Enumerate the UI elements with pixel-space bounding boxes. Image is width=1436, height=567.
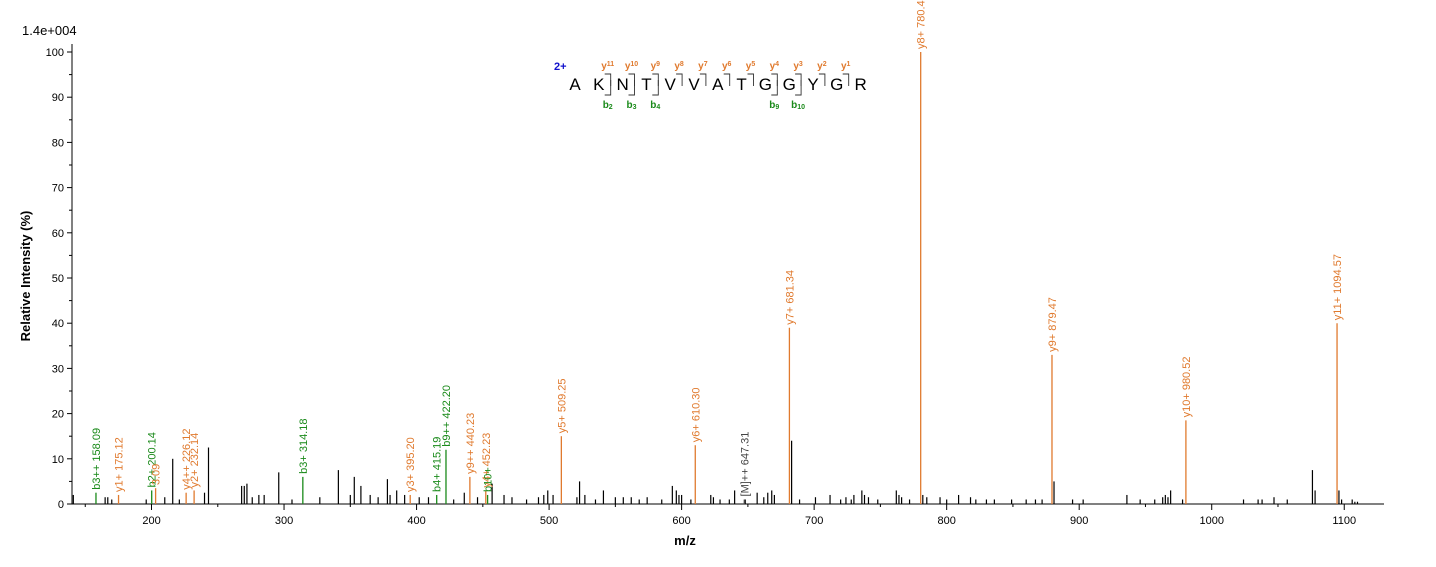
x-tick-label: 1000 — [1199, 515, 1223, 527]
x-axis-title: m/z — [674, 533, 696, 548]
peak-label: y3+ 395.20 — [405, 437, 417, 492]
residue-letter: A — [712, 75, 724, 94]
y-ion-bracket — [842, 73, 850, 86]
x-tick-label: 400 — [407, 515, 425, 527]
y-ion-marker: y2 — [817, 61, 827, 72]
peak-label: b3+ 314.18 — [298, 419, 310, 474]
y-ion-bracket — [676, 73, 683, 86]
y-ion-bracket — [747, 73, 754, 86]
peak-label: y6+ 610.30 — [690, 387, 702, 442]
b-ion-marker: b3 — [626, 100, 636, 111]
peak-label: b2+ 200.14 — [147, 432, 159, 487]
y-tick-label: 60 — [52, 228, 64, 240]
peak-label: y1+ 175.12 — [114, 437, 126, 492]
residue-letter: R — [854, 75, 866, 94]
peak-label: b4+ 415.19 — [432, 437, 444, 492]
residue-letter: A — [569, 75, 581, 94]
x-tick-label: 300 — [275, 515, 293, 527]
y-ion-bracket — [699, 73, 707, 86]
y-ion-marker: y3 — [793, 61, 803, 72]
peak-label: y4++ 226.12 — [181, 429, 193, 490]
y-axis-title: Relative Intensity (%) — [18, 211, 33, 342]
peak-label: y7+ 681.34 — [784, 270, 796, 325]
y-ion-bracket — [795, 73, 802, 86]
residue-letter: N — [616, 75, 628, 94]
y-tick-label: 100 — [46, 47, 64, 59]
residue-letter: T — [736, 75, 746, 94]
y-ion-marker: y9 — [651, 61, 661, 72]
residue-letter: G — [783, 75, 796, 94]
y-tick-label: 10 — [52, 454, 64, 466]
b-ion-bracket — [771, 80, 778, 96]
charge-state-label: 2+ — [554, 61, 567, 73]
peak-label: y9++ 440.23 — [465, 413, 477, 474]
y-tick-label: 80 — [52, 137, 64, 149]
y-ion-marker: y5 — [746, 61, 756, 72]
b-ion-marker: b10 — [791, 100, 805, 111]
residue-letter: K — [593, 75, 605, 94]
peak-label: y9+ 879.47 — [1047, 297, 1059, 352]
y-ion-bracket — [818, 73, 826, 86]
x-tick-label: 200 — [142, 515, 160, 527]
b-ion-marker: b2 — [603, 100, 613, 111]
residue-letter: G — [759, 75, 772, 94]
y-ion-bracket — [652, 73, 659, 86]
x-tick-label: 700 — [805, 515, 823, 527]
y-tick-label: 40 — [52, 318, 64, 330]
peak-label: [M]++ 647.31 — [739, 432, 751, 497]
y-ion-marker: y4 — [770, 61, 780, 72]
y-ion-bracket — [628, 73, 635, 86]
y-tick-label: 50 — [52, 273, 64, 285]
axes: 0 10 20 30 40 50 60 70 80 90 100 200 300 400 500 600 700… — [46, 44, 1384, 527]
y-ion-marker: y11 — [601, 61, 614, 72]
peak-label: y2+ 232.14 — [189, 433, 201, 488]
y-tick-label: 90 — [52, 92, 64, 104]
y-tick-label: 0 — [58, 499, 64, 511]
y-ion-bracket — [723, 73, 731, 86]
y-ion-marker: y10 — [625, 61, 638, 72]
peak-labels: b3++ 158.09 y1+ 175.12 b2+ 200.143.09 y4++ … — [91, 0, 1344, 496]
y-ion-marker: y1 — [841, 61, 851, 72]
x-tick-label: 600 — [672, 515, 690, 527]
peak-label: 3.09 — [151, 464, 163, 485]
x-tick-label: 800 — [937, 515, 955, 527]
y-tick-label: 20 — [52, 409, 64, 421]
x-tick-label: 900 — [1070, 515, 1088, 527]
y-ion-bracket — [604, 73, 612, 86]
x-tick-label: 1100 — [1332, 515, 1356, 527]
y-ion-bracket — [771, 73, 778, 86]
x-tick-label: 500 — [540, 515, 558, 527]
b-ion-bracket — [628, 80, 635, 96]
residue-letter: V — [688, 75, 700, 94]
residue-letter: V — [665, 75, 677, 94]
peak-label: y11+ 1094.57 — [1332, 254, 1344, 320]
peak-label: y8+ 780.40 — [916, 0, 928, 49]
y-tick-label: 30 — [52, 363, 64, 375]
y-ion-marker: y8 — [674, 61, 684, 72]
peak-label: b3++ 158.09 — [91, 428, 103, 490]
peak-label: b9++ 422.20 — [441, 385, 453, 447]
b-ion-marker: b9 — [769, 100, 779, 111]
b-ion-bracket — [795, 80, 802, 96]
intensity-scale-label: 1.4e+004 — [22, 23, 77, 38]
b-ion-bracket — [652, 80, 659, 96]
y-ion-marker: y6 — [722, 61, 732, 72]
peak-label: b10+ — [483, 467, 495, 492]
peak-label: y4+ 452.23 — [481, 433, 493, 488]
y-ion-marker: y7 — [698, 61, 708, 72]
peak-label: y10+ 980.52 — [1181, 357, 1193, 418]
b-ion-marker: b4 — [650, 100, 660, 111]
b-ion-bracket — [604, 80, 612, 96]
y-tick-label: 70 — [52, 183, 64, 195]
residue-letter: G — [830, 75, 843, 94]
residue-letter: T — [641, 75, 651, 94]
peak-label: y5+ 509.25 — [556, 378, 568, 433]
residue-letter: Y — [807, 75, 818, 94]
peaks — [72, 52, 1359, 504]
